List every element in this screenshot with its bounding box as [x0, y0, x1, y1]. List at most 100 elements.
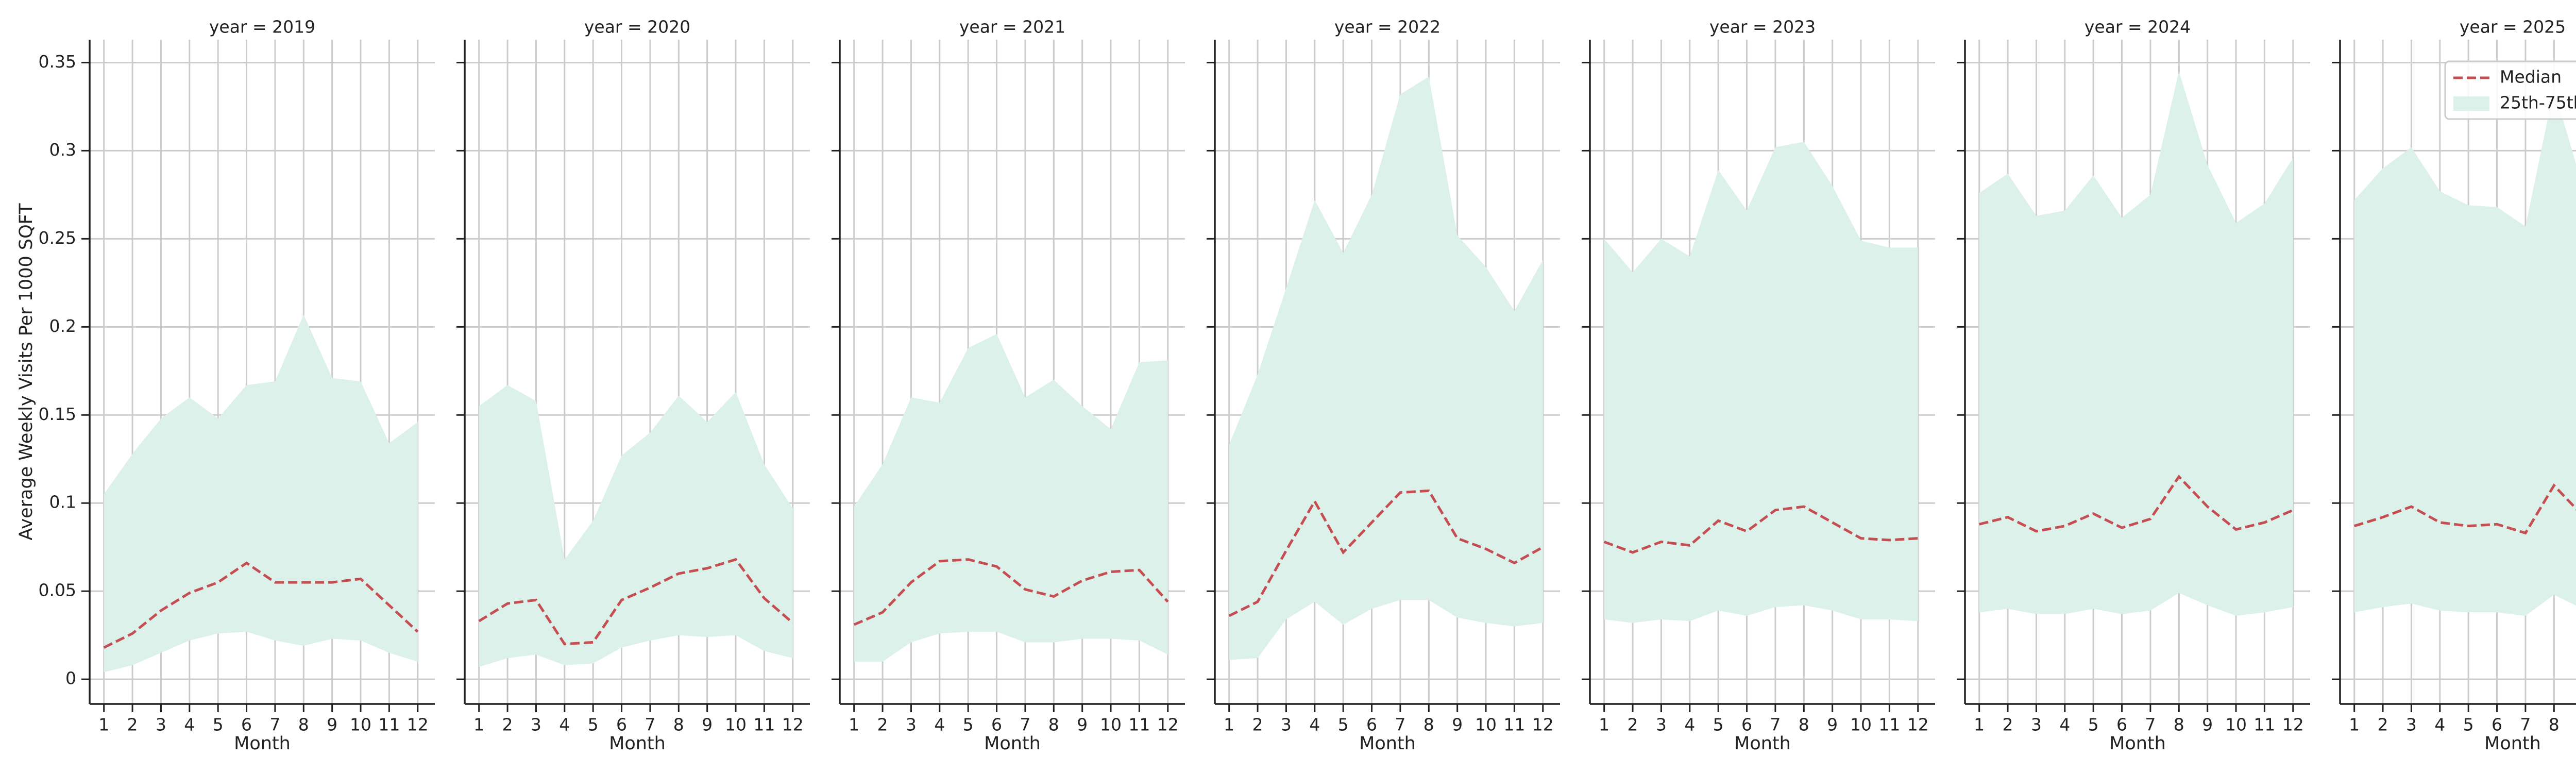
- x-tick-label: 2: [2378, 715, 2388, 735]
- percentile-band: [2354, 89, 2576, 616]
- x-tick-label: 12: [782, 715, 804, 735]
- x-tick-label: 10: [725, 715, 747, 735]
- x-tick-label: 10: [1100, 715, 1122, 735]
- x-tick-label: 2: [1628, 715, 1638, 735]
- panel-title: year = 2021: [959, 17, 1065, 37]
- x-tick-label: 4: [2059, 715, 2070, 735]
- x-tick-label: 11: [753, 715, 775, 735]
- x-axis-label: Month: [609, 733, 666, 754]
- x-tick-label: 12: [407, 715, 429, 735]
- x-tick-label: 3: [906, 715, 917, 735]
- x-tick-label: 1: [98, 715, 109, 735]
- x-axis-label: Month: [984, 733, 1041, 754]
- x-tick-label: 10: [1850, 715, 1872, 735]
- x-axis-label: Month: [2484, 733, 2541, 754]
- panel-title: year = 2022: [1334, 17, 1440, 37]
- x-tick-label: 7: [1020, 715, 1030, 735]
- x-axis-label: Month: [234, 733, 291, 754]
- x-axis-label: Month: [1359, 733, 1416, 754]
- x-tick-label: 8: [673, 715, 684, 735]
- x-tick-label: 6: [991, 715, 1002, 735]
- x-tick-label: 6: [241, 715, 252, 735]
- x-tick-label: 10: [2225, 715, 2247, 735]
- x-tick-label: 7: [1395, 715, 1405, 735]
- x-tick-label: 2: [2003, 715, 2013, 735]
- x-tick-label: 11: [2253, 715, 2275, 735]
- x-tick-label: 9: [1077, 715, 1088, 735]
- x-tick-label: 11: [1878, 715, 1900, 735]
- x-tick-label: 9: [1827, 715, 1838, 735]
- x-tick-label: 3: [2406, 715, 2417, 735]
- percentile-band: [479, 385, 793, 667]
- x-tick-label: 8: [1048, 715, 1059, 735]
- x-tick-label: 2: [877, 715, 888, 735]
- x-tick-label: 10: [350, 715, 371, 735]
- x-tick-label: 11: [378, 715, 400, 735]
- median-line: [1603, 505, 1918, 554]
- x-tick-label: 5: [2088, 715, 2099, 735]
- percentile-band: [104, 314, 418, 673]
- x-tick-label: 12: [1907, 715, 1929, 735]
- y-tick-label: 0.3: [49, 140, 76, 160]
- x-axis-label: Month: [2109, 733, 2166, 754]
- x-tick-label: 5: [588, 715, 599, 735]
- x-tick-label: 8: [2174, 715, 2184, 735]
- x-tick-label: 11: [1128, 715, 1150, 735]
- x-tick-label: 1: [2349, 715, 2360, 735]
- x-tick-label: 4: [1684, 715, 1695, 735]
- x-axis-label: Month: [1734, 733, 1791, 754]
- x-tick-label: 8: [2549, 715, 2560, 735]
- x-tick-label: 4: [934, 715, 945, 735]
- x-tick-label: 5: [2463, 715, 2474, 735]
- panel-title: year = 2024: [2084, 17, 2191, 37]
- x-tick-label: 7: [2520, 715, 2531, 735]
- x-tick-label: 5: [1338, 715, 1349, 735]
- x-tick-label: 8: [298, 715, 309, 735]
- x-tick-label: 6: [1741, 715, 1752, 735]
- x-tick-label: 4: [1309, 715, 1320, 735]
- x-tick-label: 2: [502, 715, 513, 735]
- median-line: [1979, 474, 2294, 533]
- y-tick-label: 0.05: [39, 580, 76, 600]
- x-tick-label: 1: [1974, 715, 1985, 735]
- y-tick-label: 0.35: [39, 52, 76, 72]
- x-tick-label: 12: [1532, 715, 1554, 735]
- x-tick-label: 8: [1423, 715, 1434, 735]
- y-tick-label: 0.25: [39, 228, 76, 248]
- legend-label: Median: [2500, 67, 2562, 87]
- percentile-band: [1229, 76, 1543, 660]
- x-tick-label: 7: [645, 715, 655, 735]
- x-tick-label: 9: [327, 715, 337, 735]
- x-tick-label: 10: [1475, 715, 1497, 735]
- x-tick-label: 4: [184, 715, 195, 735]
- x-tick-label: 12: [2282, 715, 2304, 735]
- x-tick-label: 3: [156, 715, 166, 735]
- x-tick-label: 2: [127, 715, 138, 735]
- x-tick-label: 6: [616, 715, 627, 735]
- x-tick-label: 5: [1713, 715, 1724, 735]
- legend-label: 25th-75th Percentile: [2500, 93, 2576, 113]
- median-line: [2353, 483, 2576, 535]
- median-line: [1228, 489, 1544, 617]
- x-tick-label: 12: [1157, 715, 1179, 735]
- y-tick-label: 0.1: [49, 492, 76, 512]
- x-tick-label: 6: [2116, 715, 2127, 735]
- x-tick-label: 1: [1599, 715, 1609, 735]
- x-tick-label: 1: [473, 715, 484, 735]
- x-tick-label: 6: [1366, 715, 1377, 735]
- x-tick-label: 1: [1224, 715, 1234, 735]
- panel-title: year = 2020: [584, 17, 690, 37]
- panel-title: year = 2019: [209, 17, 315, 37]
- y-tick-label: 0.15: [39, 404, 76, 424]
- y-axis-label: Average Weekly Visits Per 1000 SQFT: [16, 203, 37, 541]
- y-tick-label: 0.2: [49, 316, 76, 336]
- median-line: [478, 558, 794, 646]
- x-tick-label: 3: [2031, 715, 2042, 735]
- x-tick-label: 5: [213, 715, 224, 735]
- y-tick-label: 0: [65, 668, 76, 688]
- legend-swatch: [2453, 96, 2489, 111]
- percentile-band: [1604, 142, 1918, 623]
- x-tick-label: 7: [2145, 715, 2156, 735]
- x-tick-label: 1: [849, 715, 859, 735]
